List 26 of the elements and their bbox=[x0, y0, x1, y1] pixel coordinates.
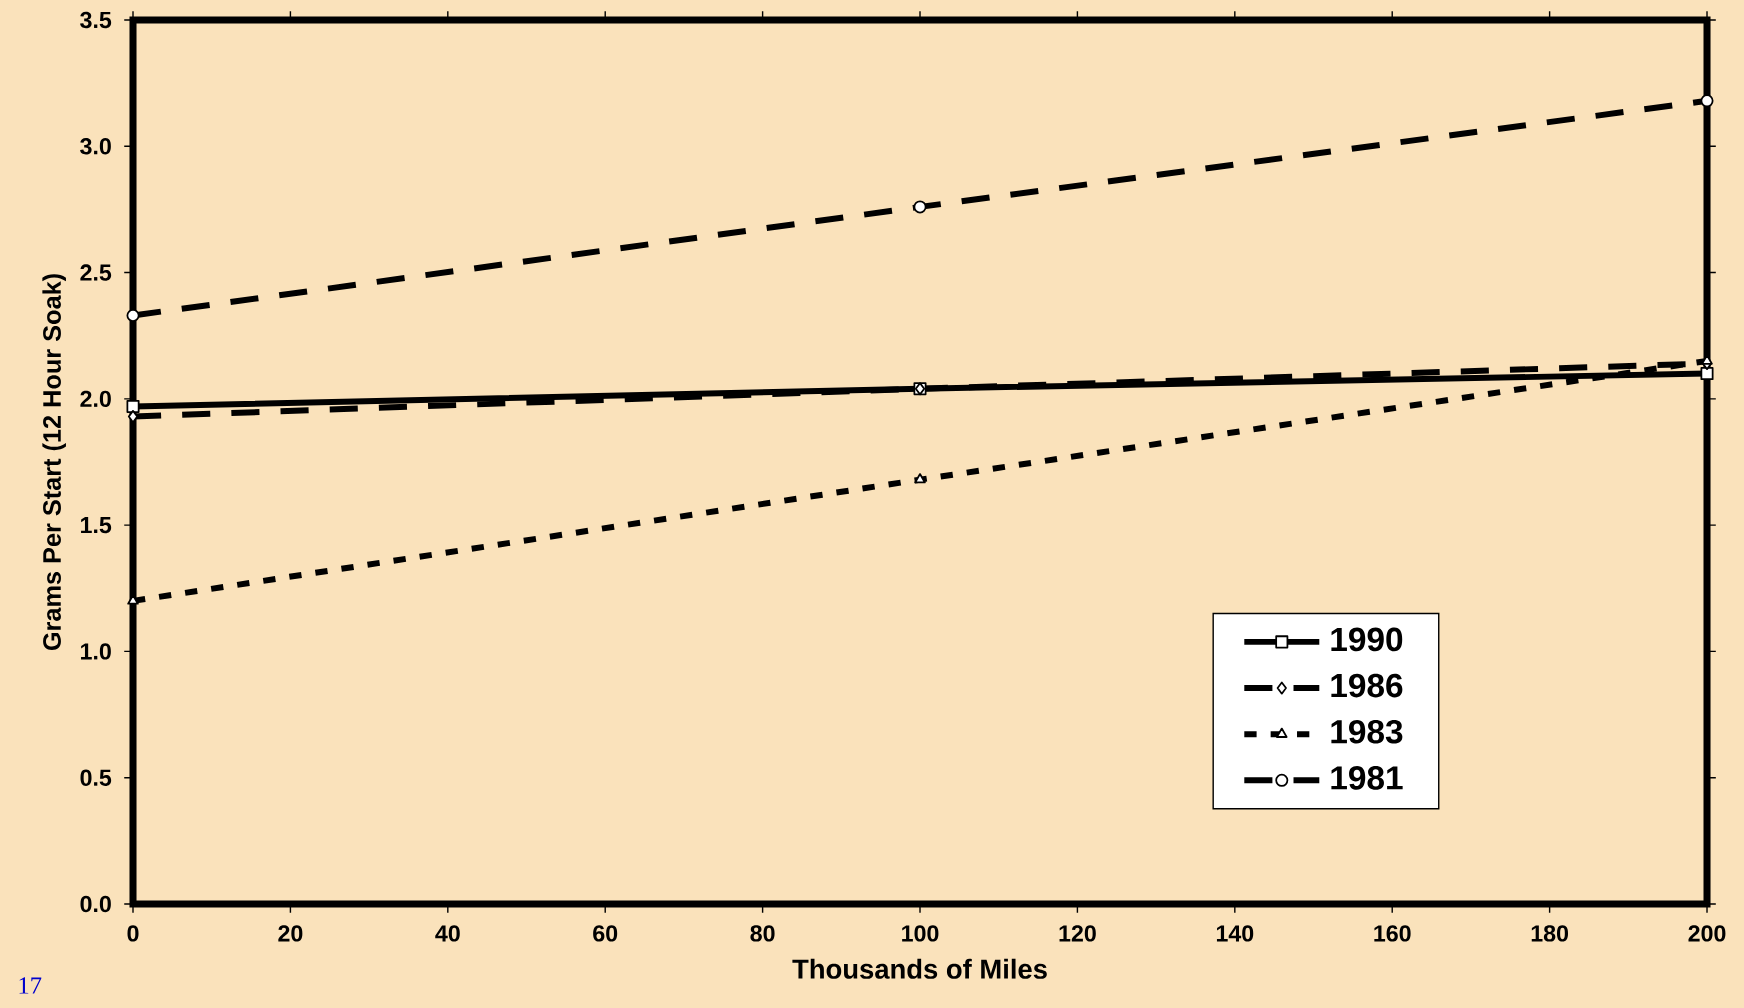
x-tick-label: 160 bbox=[1374, 925, 1411, 942]
x-tick-label: 20 bbox=[278, 925, 303, 942]
legend-label: 1983 bbox=[1331, 719, 1403, 744]
x-tick-label: 40 bbox=[435, 925, 460, 942]
y-tick-label: 3.5 bbox=[80, 11, 112, 29]
y-tick-label: 1.5 bbox=[81, 517, 112, 534]
y-tick-label: 0.5 bbox=[80, 769, 112, 786]
legend-label: 1981 bbox=[1331, 766, 1403, 790]
x-tick-label: 60 bbox=[593, 925, 618, 942]
x-tick-label: 100 bbox=[902, 925, 939, 942]
x-tick-label: 80 bbox=[750, 925, 775, 942]
legend-label: 1986 bbox=[1331, 673, 1403, 698]
y-tick-label: 3.0 bbox=[80, 138, 111, 155]
legend-label: 1990 bbox=[1331, 627, 1403, 652]
x-tick-label: 0 bbox=[127, 925, 139, 942]
x-tick-label: 200 bbox=[1688, 925, 1726, 942]
x-tick-label: 180 bbox=[1531, 925, 1569, 942]
y-tick-label: 1.0 bbox=[81, 643, 111, 660]
text: 17 bbox=[19, 977, 42, 994]
x-tick-label: 140 bbox=[1216, 925, 1254, 942]
y-tick-label: 2.5 bbox=[80, 264, 112, 281]
x-axis-title: Thousands of Miles bbox=[792, 958, 1047, 979]
x-tick-label: 120 bbox=[1059, 925, 1096, 942]
y-axis-title: Grams Per Start (12 Hour Soak) bbox=[42, 274, 66, 651]
y-tick-label: 2.0 bbox=[80, 390, 111, 408]
y-tick-label: 0.0 bbox=[80, 895, 111, 913]
